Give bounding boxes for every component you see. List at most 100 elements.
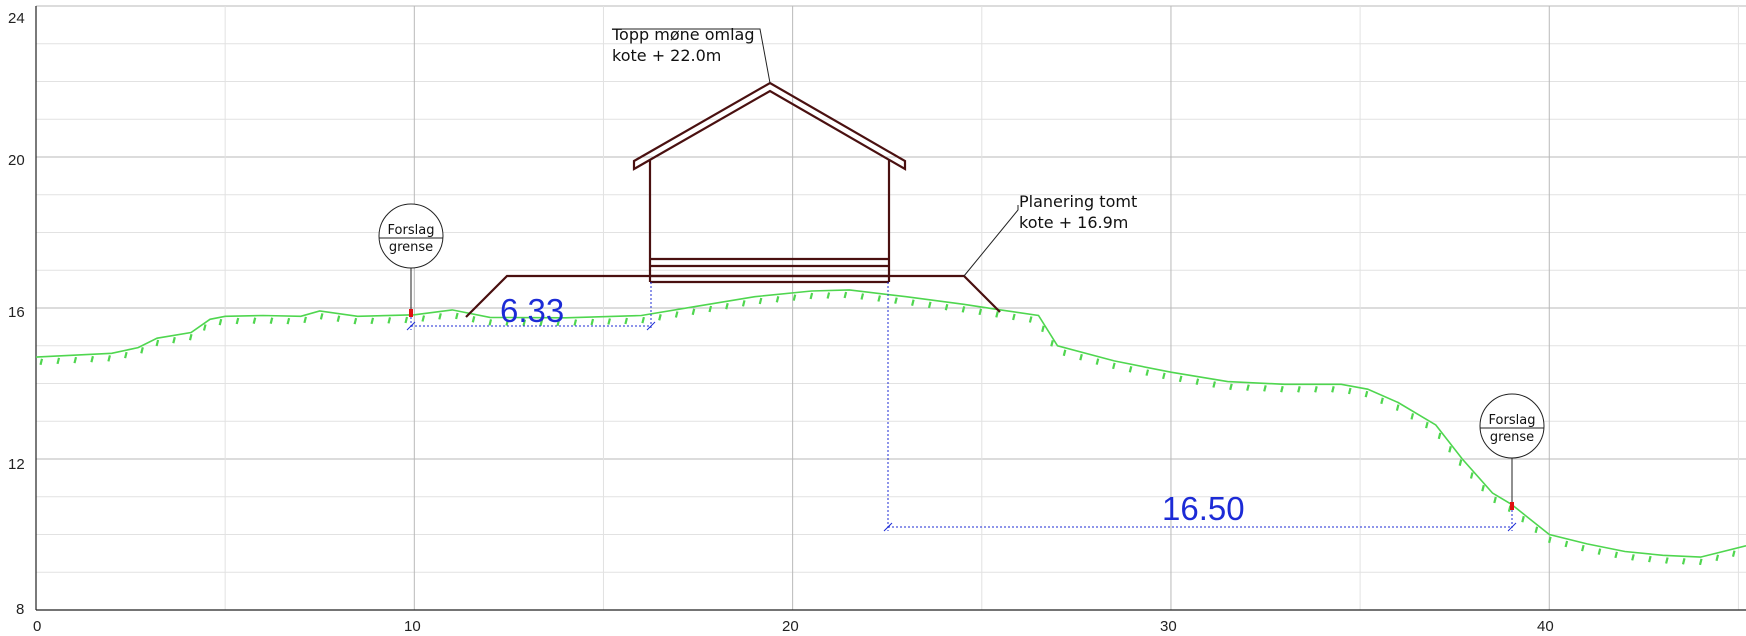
- terrain-hatch-tick: [218, 318, 223, 326]
- terrain-hatch-tick: [1731, 550, 1736, 557]
- terrain-hatch-tick: [944, 303, 949, 311]
- terrain-hatch-tick: [911, 299, 915, 306]
- terrain-hatch-tick: [1041, 325, 1045, 333]
- terrain-hatch-tick: [995, 311, 999, 318]
- terrain-hatch-tick: [1380, 397, 1384, 405]
- terrain-hatch-tick: [124, 351, 128, 359]
- terrain-hatch-tick: [1448, 446, 1452, 453]
- terrain-hatch-tick: [252, 317, 257, 324]
- terrain-hatch-tick: [894, 297, 898, 304]
- ridge-note-line2: kote + 22.0m: [612, 46, 721, 65]
- terrain-hatch-tick: [1437, 432, 1442, 440]
- terrain-hatch-tick: [1062, 349, 1067, 357]
- boundary-left-line2: grense: [389, 240, 433, 255]
- boundary-right-line1: Forslag: [1489, 413, 1536, 428]
- terrain-hatch-tick: [471, 316, 476, 323]
- ridge-note: Topp møne omlag kote + 22.0m: [611, 25, 754, 65]
- terrain-hatch-tick: [1493, 496, 1497, 504]
- terrain-hatch-tick: [235, 317, 240, 325]
- terrain-hatch-tick: [1347, 387, 1352, 395]
- terrain-hatch-tick: [39, 358, 44, 366]
- terrain-hatch-tick: [505, 319, 510, 326]
- terrain-hatch-tick: [155, 339, 160, 347]
- boundary-marker-right: [1510, 502, 1514, 510]
- terrain-hatch-tick: [73, 356, 78, 364]
- terrain-hatch-tick: [1614, 551, 1618, 559]
- terrain-hatch-tick: [556, 319, 561, 327]
- x-tick-label: 10: [404, 618, 421, 635]
- x-tick-label: 30: [1160, 618, 1177, 635]
- terrain-hatch-tick: [1095, 358, 1100, 365]
- terrain-line: [35, 289, 1746, 558]
- terrain-hatch-tick: [303, 316, 307, 324]
- terrain-hatch-tick: [1297, 386, 1301, 393]
- terrain-hatch-tick: [978, 308, 983, 316]
- terrain-hatch-tick: [927, 301, 932, 309]
- terrain-hatch-tick: [708, 305, 713, 313]
- plateau-note-line2: kote + 16.9m: [1019, 213, 1128, 232]
- terrain-hatch-tick: [590, 318, 595, 326]
- x-tick-label: 0: [33, 618, 41, 635]
- terrain-hatch-tick: [107, 355, 111, 362]
- ridge-note-line1: Topp møne omlag: [611, 25, 754, 44]
- terrain-hatch-tick: [860, 293, 865, 300]
- terrain-hatch-tick: [90, 355, 94, 363]
- terrain-hatch-tick: [404, 316, 409, 324]
- terrain-hatch-tick: [286, 317, 291, 325]
- terrain-hatch-tick: [1469, 472, 1474, 479]
- dimension-right-value: 16.50: [1162, 490, 1245, 527]
- terrain-hatch-tick: [1364, 390, 1369, 398]
- terrain-hatch-tick: [56, 357, 61, 365]
- dimension-left-value: 6.33: [500, 292, 564, 329]
- terrain-hatch-tick: [522, 319, 527, 326]
- plateau-note: Planering tomt kote + 16.9m: [1019, 192, 1137, 232]
- terrain-hatch-tick: [1212, 381, 1216, 388]
- terrain-hatch-tick: [1012, 313, 1016, 321]
- terrain-hatch-tick: [1665, 557, 1669, 564]
- terrain-hatch-tick: [202, 324, 207, 331]
- terrain-hatch-tick: [826, 292, 831, 299]
- terrain-hatch-tick: [1050, 340, 1054, 347]
- terrain-hatch-tick: [809, 292, 814, 300]
- terrain-hatch-tick: [741, 300, 746, 307]
- terrain-hatch-tick: [1263, 385, 1267, 392]
- dimension-right: [883, 282, 1517, 532]
- terrain-hatch-tick: [1079, 353, 1083, 361]
- y-tick-label: 12: [8, 456, 25, 473]
- dimension-left: [406, 282, 656, 331]
- terrain-hatch-tick: [792, 294, 797, 301]
- terrain-hatch-tick: [1314, 386, 1318, 393]
- y-tick-label: 20: [8, 152, 25, 169]
- y-tick-label: 24: [8, 10, 25, 27]
- terrain-hatch-tick: [1481, 484, 1485, 492]
- boundary-left-line1: Forslag: [388, 223, 435, 238]
- terrain-hatch-tick: [1280, 385, 1284, 393]
- terrain-hatch-tick: [641, 316, 645, 324]
- terrain-hatch-tick: [1597, 548, 1602, 555]
- grid: [35, 5, 1746, 611]
- terrain-hatch-tick: [1195, 378, 1200, 385]
- terrain-hatch-tick: [1425, 421, 1429, 429]
- x-tick-label: 40: [1537, 618, 1554, 635]
- boundary-right-line2: grense: [1490, 430, 1534, 445]
- boundary-bubble-left: Forslag grense: [378, 203, 444, 317]
- terrain-hatch-tick: [421, 315, 426, 322]
- terrain-hatch-tick: [1715, 554, 1720, 562]
- terrain-hatch-tick: [370, 317, 375, 325]
- y-tick-label: 8: [16, 601, 24, 618]
- terrain-hatch-tick: [758, 297, 763, 305]
- terrain-hatch-tick: [1331, 386, 1335, 393]
- terrain-hatch-tick: [488, 319, 493, 326]
- terrain-hatch-tick: [1581, 544, 1585, 552]
- terrain-hatch-tick: [188, 333, 193, 341]
- terrain-hatch-tick: [961, 306, 966, 313]
- plateau-leader: [963, 205, 1019, 277]
- terrain-hatch-tick: [319, 313, 324, 320]
- terrain-hatch-tick: [1521, 515, 1525, 523]
- terrain-hatching: [39, 291, 1736, 566]
- terrain-hatch-tick: [1564, 540, 1569, 548]
- terrain-hatch-tick: [1548, 536, 1552, 544]
- terrain-hatch-tick: [353, 317, 358, 325]
- terrain-hatch-tick: [1028, 316, 1033, 323]
- plateau-note-line1: Planering tomt: [1019, 192, 1137, 211]
